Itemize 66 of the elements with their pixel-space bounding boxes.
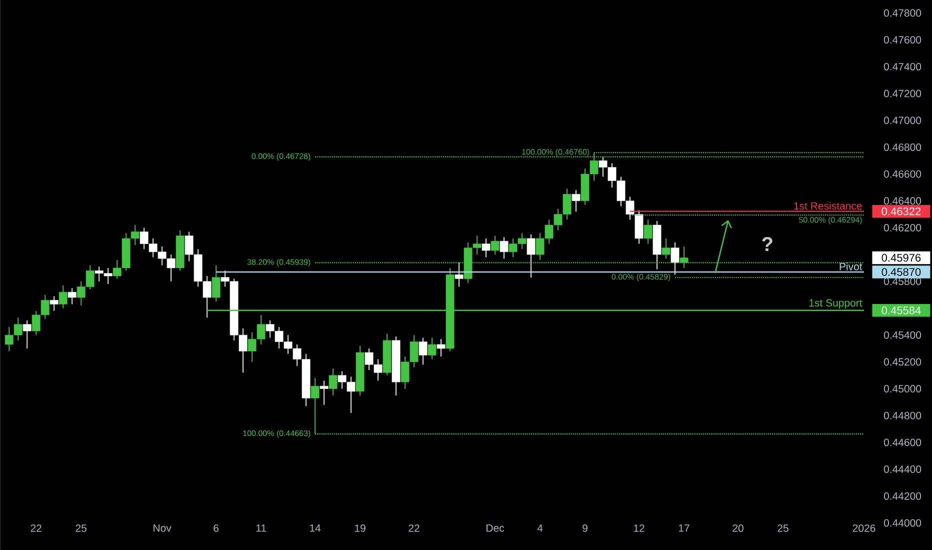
- data-label: 0.45870: [882, 268, 921, 276]
- series-label: 50.00% (0.46294): [799, 216, 862, 224]
- candlestick: [428, 337, 436, 360]
- x-tick-label: 25: [778, 524, 788, 532]
- annotation: ?: [762, 237, 772, 252]
- y-tick-label: 0.44400: [884, 466, 922, 474]
- x-tick-label: 11: [256, 524, 266, 532]
- candlestick: [328, 368, 338, 396]
- x-tick-label: 19: [355, 524, 366, 532]
- candlestick: [572, 190, 580, 212]
- series-label: 38.20% (0.45939): [247, 259, 310, 266]
- x-tick-label: 9: [582, 524, 588, 532]
- y-tick-label: 0.45200: [884, 358, 922, 366]
- y-tick-label: 0.47400: [884, 62, 922, 70]
- candlestick: [662, 238, 670, 260]
- candlestick: [68, 288, 76, 305]
- series-label: 0.00% (0.45829): [612, 274, 670, 282]
- candlestick: [490, 235, 500, 256]
- y-tick-label: 0.46400: [884, 197, 922, 205]
- y-tick-label: 0.46800: [884, 144, 922, 151]
- candlestick: [22, 320, 32, 349]
- x-tick-label: 25: [76, 524, 86, 532]
- y-tick-label: 0.45400: [884, 331, 922, 339]
- y-tick-label: 0.47000: [884, 116, 922, 124]
- candlestick: [418, 337, 428, 366]
- series-label: 1st Support: [809, 299, 862, 309]
- x-tick-label: 22: [30, 524, 42, 532]
- y-tick-label: 0.47600: [884, 36, 922, 44]
- data-label: 0.45584: [882, 306, 921, 314]
- candlestick: [500, 236, 508, 260]
- y-tick-label: 0.46200: [884, 224, 922, 232]
- candlestick: [482, 238, 490, 258]
- x-tick-label: 4: [537, 524, 543, 532]
- candlestick: [526, 234, 536, 278]
- y-tick-label: 0.44200: [884, 492, 922, 500]
- x-tick-label: 6: [214, 524, 219, 532]
- y-tick-label: 0.47800: [884, 9, 922, 17]
- x-tick-label: 12: [634, 524, 644, 532]
- y-tick-label: 0.44800: [884, 412, 922, 420]
- series-label: Pivot: [840, 262, 862, 270]
- x-tick-label: 14: [310, 524, 321, 532]
- candlestick: [436, 338, 446, 358]
- series-label: 0.00% (0.46728): [252, 153, 310, 161]
- series-label: 100.00% (0.44663): [243, 430, 310, 438]
- x-tick-label: Dec: [486, 524, 504, 532]
- y-tick-label: 0.44600: [884, 438, 922, 446]
- candlestick: [58, 284, 68, 309]
- candlestick: [644, 219, 652, 244]
- x-tick-label: 22: [408, 524, 420, 532]
- text: 0.45976: [882, 254, 921, 262]
- x-tick-label: Nov: [154, 524, 172, 532]
- x-tick-label: 20: [732, 524, 744, 532]
- y-tick-label: 0.46600: [884, 170, 922, 178]
- data-label: 0.46322: [882, 207, 921, 216]
- x-tick-label: 17: [678, 524, 690, 532]
- series-label: 100.00% (0.46760): [522, 148, 590, 156]
- y-tick-label: 0.44000: [884, 519, 922, 527]
- candlestick: [50, 296, 58, 312]
- y-tick-label: 0.47200: [884, 90, 922, 98]
- x-tick-label: 2026: [852, 524, 876, 532]
- y-tick-label: 0.45000: [884, 385, 922, 392]
- candlestick: [454, 262, 464, 288]
- series-label: 1st Resistance: [794, 202, 862, 210]
- candlestick: [212, 264, 220, 302]
- candlestick: [670, 242, 680, 276]
- candlestick: [320, 380, 328, 406]
